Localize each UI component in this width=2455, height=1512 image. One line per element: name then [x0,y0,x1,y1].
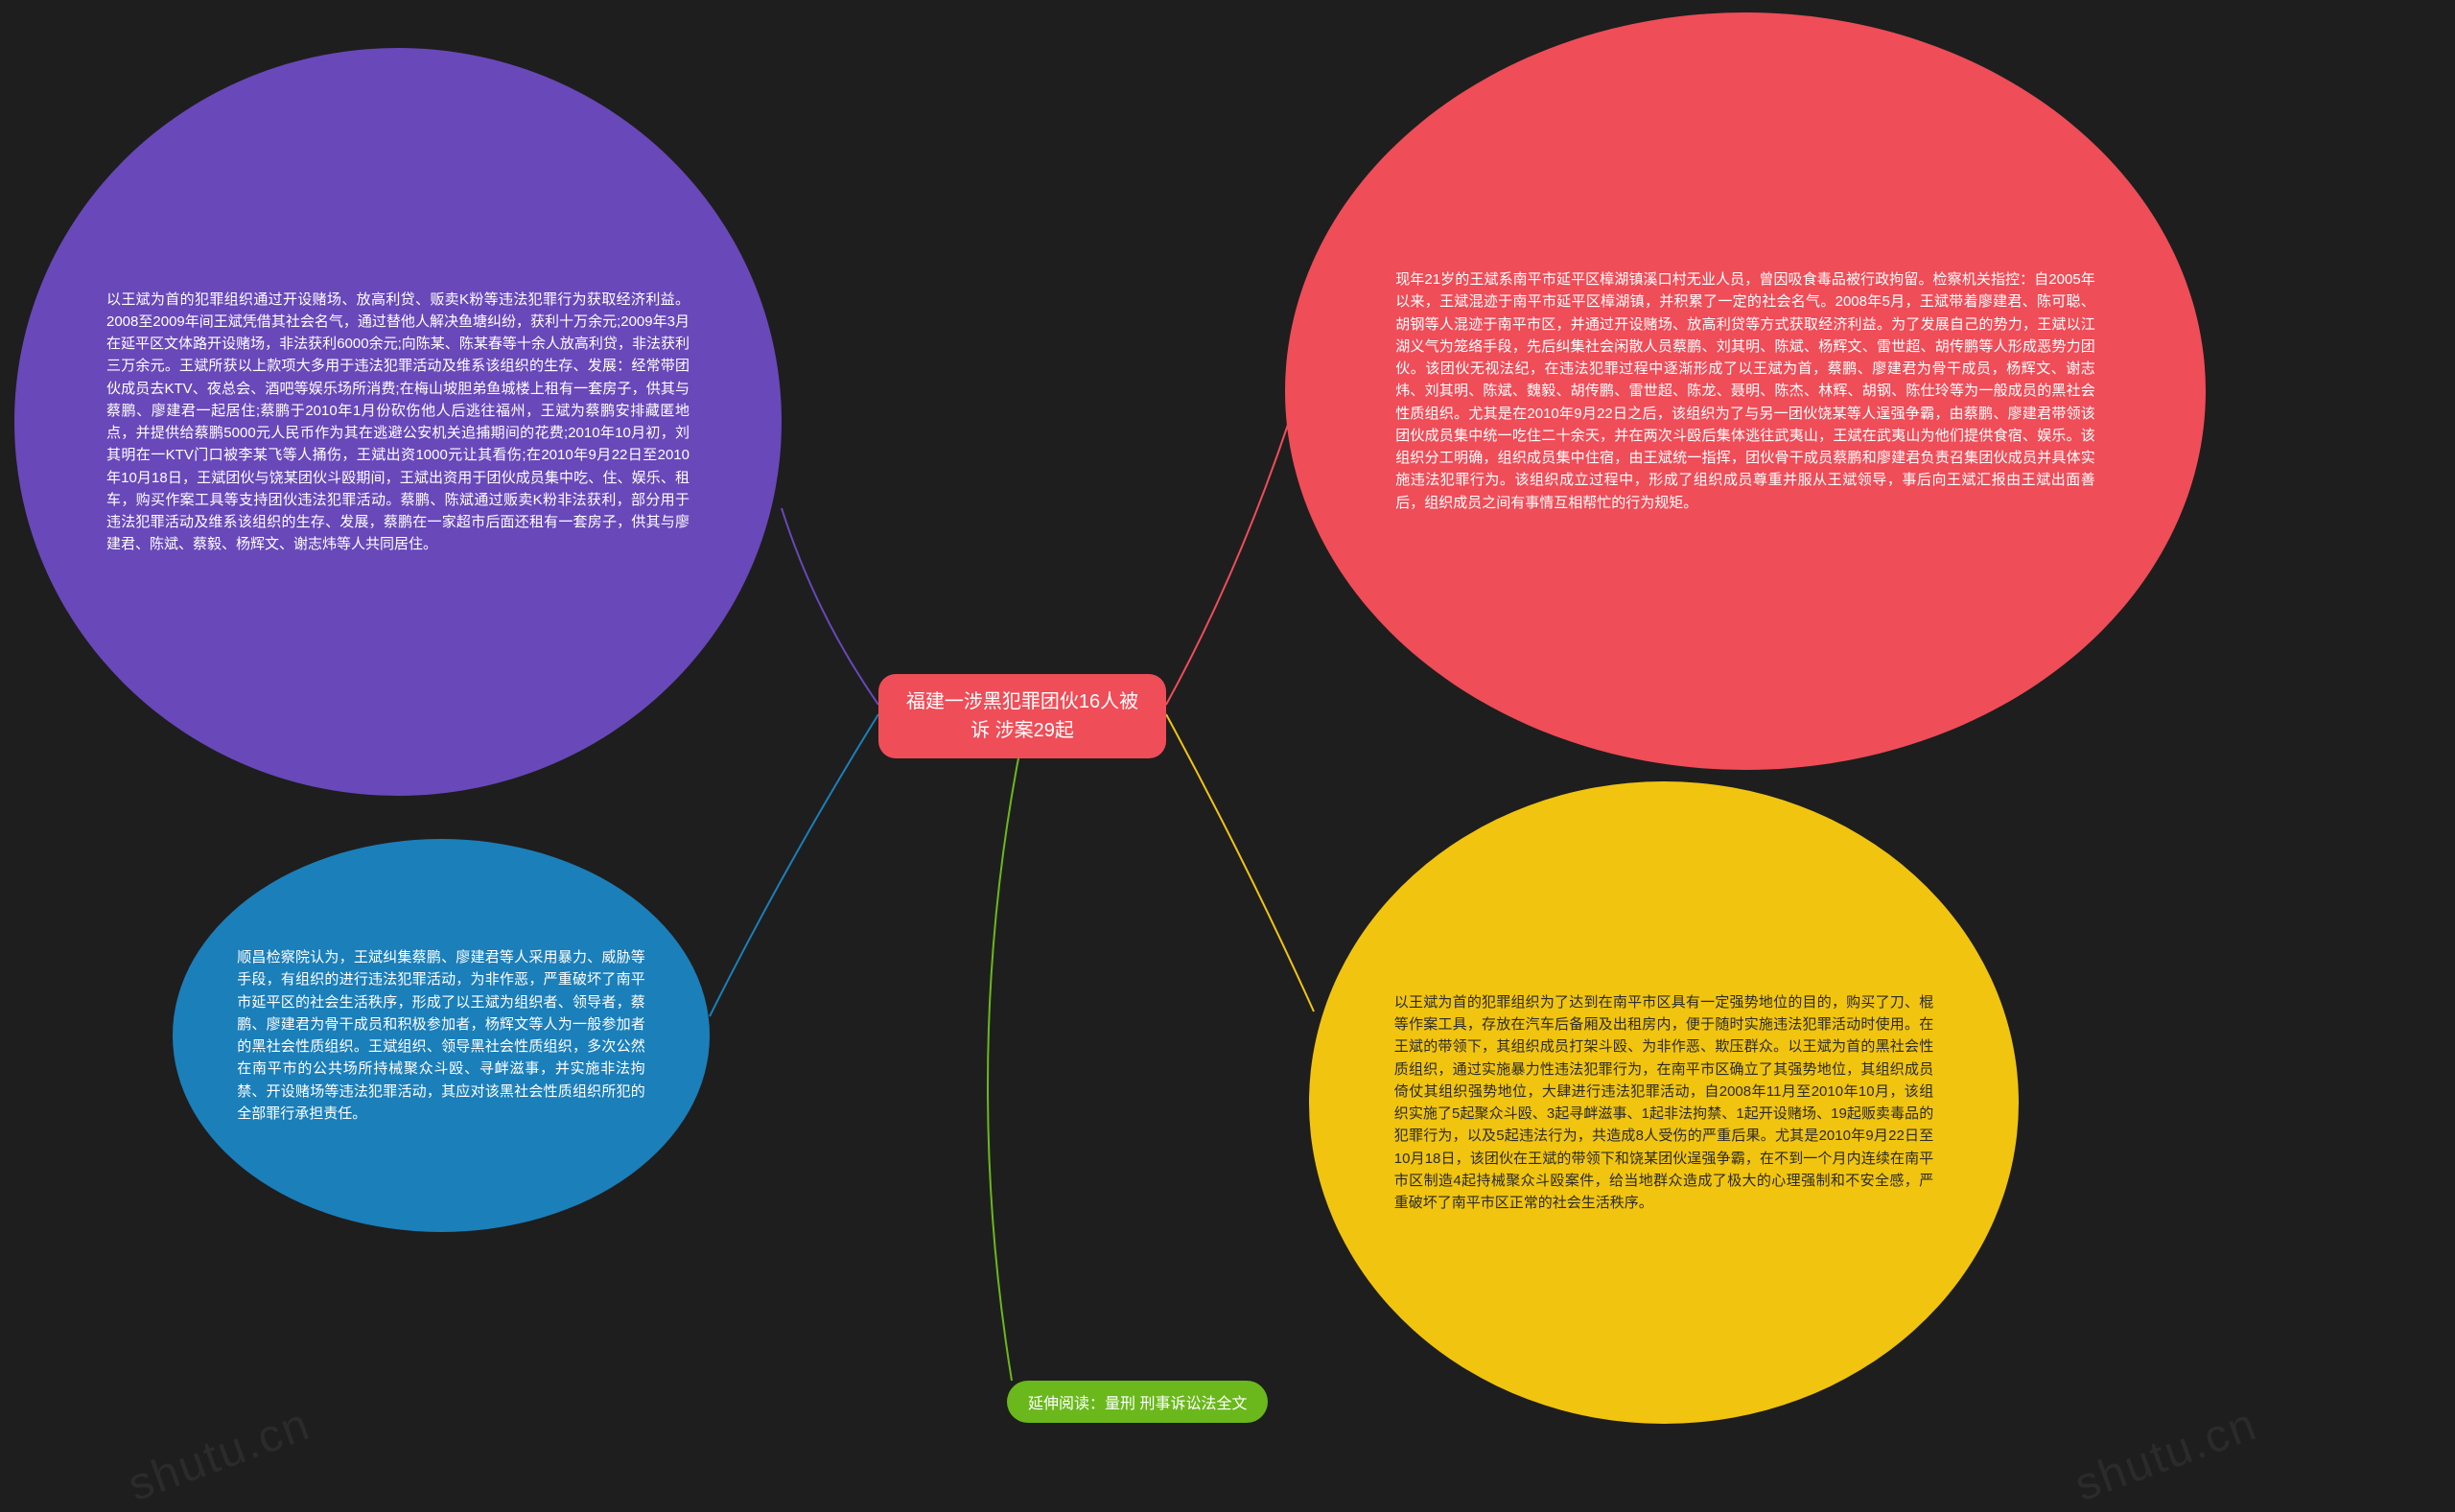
branch-blue[interactable]: 顺昌检察院认为，王斌纠集蔡鹏、廖建君等人采用暴力、威胁等手段，有组织的进行违法犯… [173,839,710,1232]
connector-line [782,508,878,705]
connector-line [988,738,1022,1381]
branch-red-text: 现年21岁的王斌系南平市延平区樟湖镇溪口村无业人员，曾因吸食毒品被行政拘留。检察… [1285,158,2206,624]
root-title: 福建一涉黑犯罪团伙16人被诉 涉案29起 [906,691,1138,741]
branch-yellow-text: 以王斌为首的犯罪组织为了达到在南平市区具有一定强势地位的目的，购买了刀、棍等作案… [1309,906,2019,1299]
branch-red[interactable]: 现年21岁的王斌系南平市延平区樟湖镇溪口村无业人员，曾因吸食毒品被行政拘留。检察… [1285,12,2206,770]
connector-line [1166,714,1314,1012]
branch-green-text: 延伸阅读：量刑 刑事诉讼法全文 [1028,1396,1247,1412]
connector-line [1166,422,1289,705]
branch-purple-text: 以王斌为首的犯罪组织通过开设赌场、放高利贷、贩卖K粉等违法犯罪行为获取经济利益。… [14,197,782,648]
branch-blue-text: 顺昌检察院认为，王斌纠集蔡鹏、廖建君等人采用暴力、威胁等手段，有组织的进行违法犯… [173,882,710,1189]
branch-green[interactable]: 延伸阅读：量刑 刑事诉讼法全文 [1007,1381,1268,1423]
branch-yellow[interactable]: 以王斌为首的犯罪组织为了达到在南平市区具有一定强势地位的目的，购买了刀、棍等作案… [1309,781,2019,1424]
connector-line [710,714,878,1016]
branch-purple[interactable]: 以王斌为首的犯罪组织通过开设赌场、放高利贷、贩卖K粉等违法犯罪行为获取经济利益。… [14,48,782,796]
mindmap-root[interactable]: 福建一涉黑犯罪团伙16人被诉 涉案29起 [878,674,1166,758]
